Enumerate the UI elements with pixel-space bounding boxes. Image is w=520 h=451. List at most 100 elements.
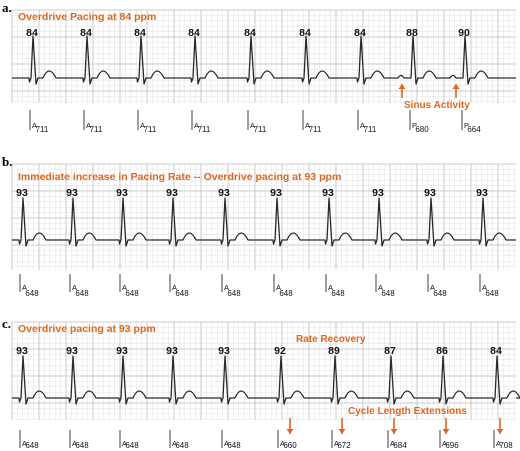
cycle-length: 664 bbox=[467, 125, 481, 134]
heart-rate-label: 93 bbox=[218, 345, 230, 357]
cycle-length: 711 bbox=[309, 125, 322, 134]
heart-rate-label: 93 bbox=[16, 345, 28, 357]
cycle-length: 696 bbox=[445, 441, 459, 450]
panel-label: a. bbox=[2, 0, 12, 15]
rate-recovery-label: Rate Recovery bbox=[296, 334, 366, 345]
heart-rate-label: 93 bbox=[270, 187, 282, 199]
cycle-length: 708 bbox=[499, 441, 513, 450]
pacing-marker: A bbox=[334, 439, 339, 448]
pacing-marker: A bbox=[482, 283, 487, 292]
pacing-marker: A bbox=[172, 439, 177, 448]
ecg-grid bbox=[11, 321, 516, 420]
cycle-length: 711 bbox=[364, 125, 377, 134]
heart-rate-label: 93 bbox=[218, 187, 230, 199]
cycle-length: 648 bbox=[25, 441, 39, 450]
heart-rate-label: 93 bbox=[166, 187, 178, 199]
strip-title: Overdrive pacing at 93 ppm bbox=[18, 323, 156, 335]
panel-label: c. bbox=[2, 316, 12, 331]
ecg-strip-a: Overdrive Pacing at 84 ppm 84 84 84 84 84 84 84… bbox=[11, 9, 516, 134]
heart-rate-label: 88 bbox=[406, 27, 418, 39]
heart-rate-label: 93 bbox=[16, 187, 28, 199]
pacing-marker: A bbox=[72, 283, 77, 292]
heart-rate-label: 87 bbox=[384, 345, 396, 357]
ecg-strip-c: Overdrive pacing at 93 ppm 93 93 93 93 93 92 89… bbox=[11, 321, 520, 450]
pacing-marker: A bbox=[250, 121, 255, 130]
pacing-marker: A bbox=[194, 121, 199, 130]
cycle-length: 660 bbox=[283, 441, 297, 450]
cycle-length: 648 bbox=[125, 289, 139, 298]
heart-rate-label: 93 bbox=[322, 187, 334, 199]
cycle-length: 711 bbox=[144, 125, 157, 134]
pacing-marker: A bbox=[442, 439, 447, 448]
panel-label: b. bbox=[2, 154, 13, 169]
pacing-marker: P bbox=[412, 121, 417, 130]
ecg-trace bbox=[12, 35, 516, 85]
cycle-length: 711 bbox=[254, 125, 267, 134]
heart-rate-label: 84 bbox=[26, 27, 38, 39]
cycle-length-extensions-label: Cycle Length Extensions bbox=[348, 406, 467, 417]
pacing-marker: A bbox=[172, 283, 177, 292]
pacing-marker: A bbox=[305, 121, 310, 130]
arrow-head bbox=[452, 84, 460, 89]
strip-title: Immediate increase in Pacing Rate -- Ove… bbox=[18, 171, 341, 183]
cycle-length: 680 bbox=[415, 125, 429, 134]
cycle-length: 711 bbox=[198, 125, 211, 134]
pacing-marker: A bbox=[22, 439, 27, 448]
cycle-length: 648 bbox=[331, 289, 345, 298]
ecg-trace bbox=[12, 197, 516, 247]
arrow-head bbox=[338, 429, 346, 434]
heart-rate-label: 93 bbox=[372, 187, 384, 199]
arrow-head bbox=[496, 429, 504, 434]
pacing-marker: A bbox=[32, 121, 37, 130]
heart-rate-label: 84 bbox=[354, 27, 366, 39]
panel-a: a. Overdrive Pacing at 84 ppm 84 84 84 84 84 8… bbox=[0, 0, 520, 150]
heart-rate-label: 93 bbox=[116, 187, 128, 199]
cycle-length: 648 bbox=[433, 289, 447, 298]
heart-rate-label: 84 bbox=[490, 345, 502, 357]
ecg-strip-b: Immediate increase in Pacing Rate -- Ove… bbox=[11, 163, 516, 298]
pacing-marker: A bbox=[72, 439, 77, 448]
pacing-marker: A bbox=[86, 121, 91, 130]
heart-rate-label: 84 bbox=[299, 27, 311, 39]
cycle-length: 648 bbox=[175, 441, 189, 450]
arrow-head bbox=[286, 429, 294, 434]
heart-rate-label: 84 bbox=[134, 27, 146, 39]
ecg-grid bbox=[11, 9, 516, 103]
heart-rate-label: 89 bbox=[328, 345, 340, 357]
cycle-length: 648 bbox=[75, 441, 89, 450]
cycle-length: 648 bbox=[175, 289, 189, 298]
pacing-marker: A bbox=[280, 439, 285, 448]
cycle-length: 648 bbox=[75, 289, 89, 298]
pacing-marker: A bbox=[378, 283, 383, 292]
arrow-head bbox=[398, 84, 406, 89]
heart-rate-label: 93 bbox=[166, 345, 178, 357]
ecg-trace bbox=[12, 355, 520, 405]
pacing-marker: A bbox=[122, 439, 127, 448]
cycle-length: 711 bbox=[90, 125, 103, 134]
pacing-marker: A bbox=[224, 283, 229, 292]
heart-rate-label: 86 bbox=[436, 345, 448, 357]
heart-rate-label: 92 bbox=[274, 345, 286, 357]
cycle-length: 684 bbox=[393, 441, 407, 450]
heart-rate-label: 93 bbox=[116, 345, 128, 357]
pacing-marker: A bbox=[276, 283, 281, 292]
panel-b: b. Immediate increase in Pacing Rate -- … bbox=[0, 152, 520, 300]
pacing-marker: A bbox=[122, 283, 127, 292]
pacing-marker: A bbox=[224, 439, 229, 448]
pacing-marker: A bbox=[328, 283, 333, 292]
pacing-marker: A bbox=[430, 283, 435, 292]
heart-rate-label: 93 bbox=[424, 187, 436, 199]
cycle-length: 648 bbox=[25, 289, 39, 298]
pacing-marker: A bbox=[22, 283, 27, 292]
arrow-head bbox=[390, 429, 398, 434]
pacing-marker: A bbox=[390, 439, 395, 448]
panel-c: c. Overdrive pacing at 93 ppm 93 93 93 93 93 9… bbox=[0, 302, 520, 451]
pacing-marker: A bbox=[360, 121, 365, 130]
heart-rate-label: 84 bbox=[244, 27, 256, 39]
arrow-head bbox=[442, 429, 450, 434]
cycle-length: 648 bbox=[227, 289, 241, 298]
heart-rate-label: 90 bbox=[458, 27, 470, 39]
heart-rate-label: 93 bbox=[66, 187, 78, 199]
sinus-activity-label: Sinus Activity bbox=[404, 100, 470, 111]
heart-rate-label: 93 bbox=[476, 187, 488, 199]
